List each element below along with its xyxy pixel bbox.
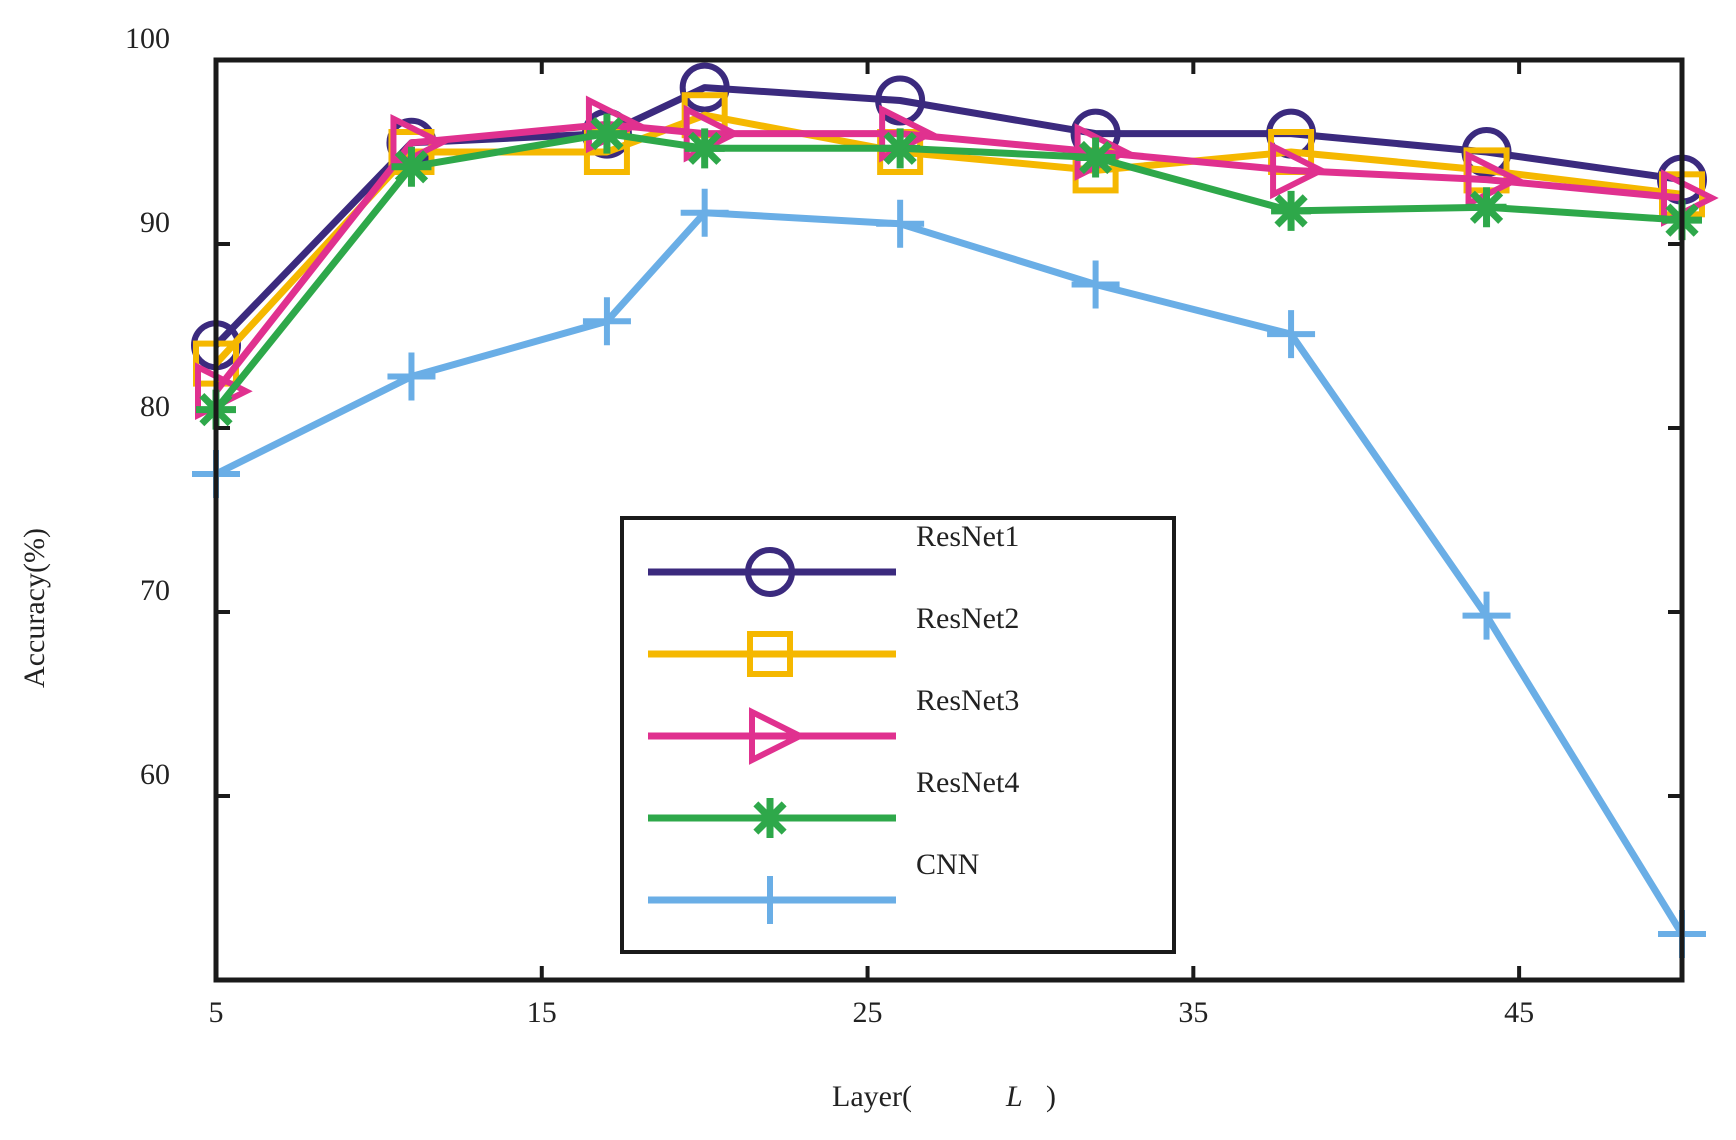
legend-label-resnet1: ResNet1: [916, 520, 1019, 553]
data-point-resnet4: [1271, 190, 1312, 231]
data-point-cnn: [680, 188, 729, 237]
y-axis-title: Accuracy(%): [18, 528, 51, 688]
legend-label-resnet4: ResNet4: [916, 766, 1019, 799]
legend-marker-resnet3: [749, 707, 807, 765]
y-tick-label: 100: [125, 22, 170, 55]
data-point-resnet4: [1075, 137, 1116, 178]
y-tick-label: 80: [140, 390, 170, 423]
data-point-resnet4: [684, 128, 725, 169]
x-tick-label: 15: [527, 996, 557, 1029]
x-axis-title: Layer(: [832, 1080, 912, 1113]
data-point-resnet1: [875, 75, 926, 126]
y-tick-label: 70: [140, 574, 170, 607]
axis-layer: 5 15 25 35 45 60 70 80 90 100: [125, 22, 1682, 1029]
legend: ResNet1 ResNet2 ResNet3 ResNet4 CNN: [620, 516, 1176, 954]
series-line-resnet1: [213, 84, 1683, 348]
legend-marker-resnet4: [750, 798, 790, 838]
data-point-resnet4: [880, 128, 921, 169]
x-axis-title-close: ): [1046, 1080, 1056, 1113]
data-point-resnet4: [391, 146, 432, 187]
data-point-resnet4: [1466, 187, 1507, 228]
x-tick-label: 45: [1504, 996, 1534, 1029]
y-tick-label: 90: [140, 206, 170, 239]
x-tick-label: 25: [853, 996, 883, 1029]
data-point-resnet3: [390, 113, 449, 172]
data-point-cnn: [387, 352, 436, 401]
data-point-resnet1: [679, 62, 730, 113]
legend-marker-resnet1: [745, 547, 795, 597]
legend-marker-resnet2: [747, 631, 793, 677]
data-point-cnn: [1267, 310, 1316, 359]
data-point-cnn: [876, 199, 925, 248]
data-point-resnet4: [586, 113, 627, 154]
legend-label-resnet3: ResNet3: [916, 684, 1019, 717]
y-tick-label: 60: [140, 758, 170, 791]
plot-frame: [213, 57, 1685, 983]
data-point-cnn: [582, 297, 631, 346]
legend-marker-cnn: [746, 876, 794, 924]
data-point-resnet3: [1465, 150, 1524, 209]
x-tick-label: 35: [1178, 996, 1208, 1029]
x-tick-label: 5: [209, 996, 224, 1029]
data-point-resnet3: [1270, 141, 1328, 200]
x-axis-variable: L: [1005, 1080, 1023, 1113]
data-point-cnn: [1462, 591, 1511, 640]
legend-label-cnn: CNN: [916, 848, 979, 881]
legend-label-resnet2: ResNet2: [916, 602, 1019, 635]
data-point-cnn: [1071, 260, 1120, 309]
